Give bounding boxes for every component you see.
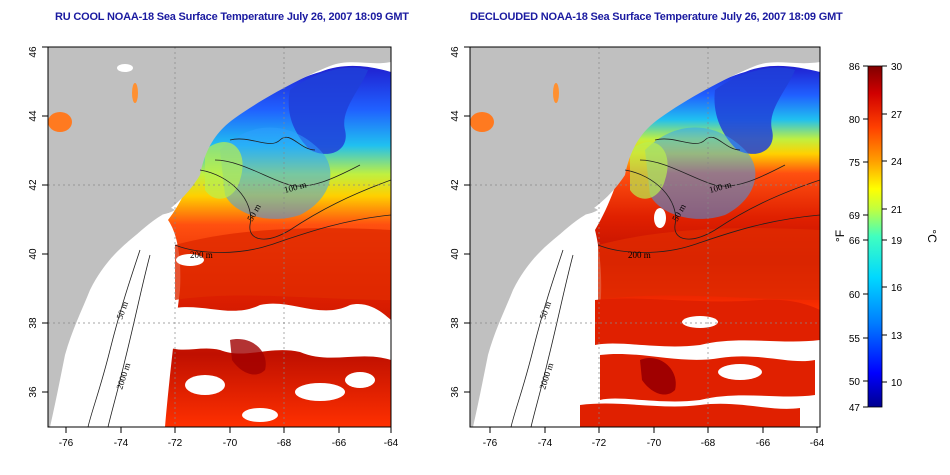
fahrenheit-unit-label: °F [833,230,847,242]
right-lat-axis: 46 44 42 40 38 36 [450,46,470,398]
lat-tick-label: 40 [450,248,461,260]
left-lat-axis: 46 44 42 40 38 36 [28,46,48,398]
fahrenheit-tick-label: 60 [849,290,861,301]
fahrenheit-tick-label: 66 [849,236,861,247]
celsius-tick-label: 24 [891,157,903,168]
left-map-frame [47,46,392,428]
right-map [470,47,820,427]
celsius-tick-label: 21 [891,205,903,216]
lon-tick-label: -74 [114,438,129,449]
celsius-tick-label: 10 [891,378,903,389]
isobath-label: 200 m [190,250,213,260]
right-lon-axis: -76 -74 -72 -70 -68 -66 -64 [483,427,825,449]
lon-tick-label: -72 [592,438,607,449]
right-map-frame [469,46,821,428]
fahrenheit-tick-label: 69 [849,211,861,222]
fahrenheit-tick-label: 75 [849,158,861,169]
left-panel-title: RU COOL NOAA-18 Sea Surface Temperature … [55,11,409,23]
left-lon-axis: -76 -74 -72 -70 -68 -66 -64 [59,427,399,449]
lon-tick-label: -64 [384,438,399,449]
lon-tick-label: -72 [168,438,183,449]
lon-tick-label: -68 [701,438,716,449]
lat-tick-label: 40 [28,248,39,260]
celsius-tick-label: 13 [891,331,903,342]
left-map [48,47,391,427]
lon-tick-label: -74 [538,438,553,449]
lon-tick-label: -76 [483,438,498,449]
fahrenheit-tick-label: 50 [849,377,861,388]
fahrenheit-tick-label: 80 [849,115,861,126]
lat-tick-label: 46 [28,46,39,58]
lat-tick-label: 36 [450,386,461,398]
fahrenheit-tick-label: 47 [849,403,861,414]
right-panel-title: DECLOUDED NOAA-18 Sea Surface Temperatur… [470,11,843,23]
lon-tick-label: -70 [647,438,662,449]
lon-tick-label: -76 [59,438,74,449]
lon-tick-label: -66 [756,438,771,449]
celsius-tick-label: 30 [891,62,903,73]
lon-tick-label: -66 [332,438,347,449]
lat-tick-label: 46 [450,46,461,58]
lat-tick-label: 38 [28,317,39,329]
land-mass [470,47,820,427]
celsius-tick-label: 19 [891,236,903,247]
fahrenheit-tick-label: 55 [849,334,861,345]
land-mass [48,47,391,427]
lat-tick-label: 38 [450,317,461,329]
celsius-tick-label: 27 [891,110,903,121]
lon-tick-label: -64 [810,438,825,449]
isobath-label: 200 m [628,250,651,260]
colorbar-ramp [867,65,883,408]
fahrenheit-tick-label: 86 [849,62,861,73]
celsius-unit-label: °C [925,229,939,243]
lon-tick-label: -68 [277,438,292,449]
colorbar: 86 80 75 69 66 60 55 50 47 30 27 24 21 1… [833,62,939,414]
lat-tick-label: 42 [450,179,461,191]
lat-tick-label: 44 [450,110,461,122]
celsius-tick-label: 16 [891,283,903,294]
lat-tick-label: 36 [28,386,39,398]
lat-tick-label: 42 [28,179,39,191]
lat-tick-label: 44 [28,110,39,122]
lon-tick-label: -70 [223,438,238,449]
